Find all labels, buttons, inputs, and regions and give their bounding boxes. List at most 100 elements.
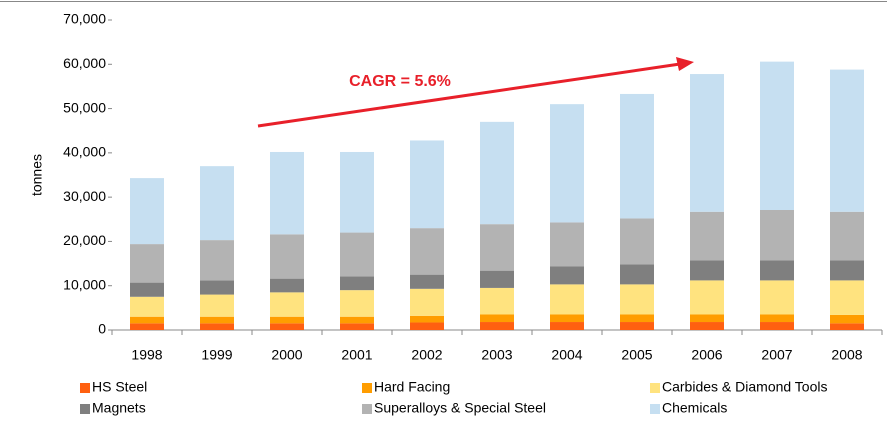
legend-label: Superalloys & Special Steel [374,400,546,416]
bar-segment [270,292,304,317]
bar-segment [410,140,444,229]
legend-swatch [362,404,372,414]
bar-segment [340,290,374,317]
legend-label: Magnets [92,400,146,416]
bar-segment [270,316,304,324]
x-tick-label: 2002 [411,347,442,363]
bar-segment [200,294,234,317]
bar-segment [690,280,724,315]
bar-segment [130,296,164,317]
bar-segment [760,209,794,261]
bar-segment [760,260,794,281]
bar-segment [200,323,234,330]
legend-swatch [650,383,660,393]
bar-segment [550,322,584,330]
bar-segment [830,323,864,330]
bar-segment [340,151,374,233]
x-tick-label: 2006 [691,347,722,363]
bar-segment [760,314,794,323]
bar-segment [690,314,724,323]
bar-segment [340,323,374,330]
bar-segment [130,244,164,283]
bar-segment [340,316,374,324]
y-axis-label: tonnes [29,154,45,196]
bar-segment [480,121,514,225]
legend-swatch [80,383,90,393]
cagr-annotation: CAGR = 5.6% [349,73,451,90]
bar-segment [690,74,724,212]
bar-segment [410,274,444,289]
bar-segment [480,314,514,323]
bar-segment [620,264,654,285]
bar-segment [690,322,724,330]
bar-segment [550,284,584,315]
bar-segment [130,316,164,324]
bar-segment [830,260,864,281]
x-tick-label: 2008 [831,347,862,363]
y-tick-label: 50,000 [63,99,106,115]
bar-segment [270,278,304,293]
legend-label: Hard Facing [374,379,450,395]
bar-segment [620,93,654,219]
y-tick-label: 20,000 [63,232,106,248]
bar-segment [550,222,584,267]
legend-label: HS Steel [92,379,147,395]
bar-segment [620,218,654,265]
x-tick-label: 2004 [551,347,582,363]
cagr-arrowhead [676,57,694,71]
legend-label: Carbides & Diamond Tools [662,379,828,395]
bar-segment [410,322,444,330]
bar-segment [130,282,164,297]
bar-segment [340,232,374,277]
bar-segment [830,280,864,315]
bar-segment [480,322,514,330]
bar-segment [270,151,304,235]
bar-segment [830,69,864,212]
bar-segment [410,315,444,323]
bar-segment [200,166,234,241]
legend-label: Chemicals [662,400,727,416]
x-tick-label: 2003 [481,347,512,363]
bar-segment [620,322,654,330]
bar-segment [270,323,304,330]
x-tick-label: 2000 [271,347,302,363]
bar-segment [340,276,374,291]
bar-segment [480,287,514,315]
x-tick-label: 2005 [621,347,652,363]
legend-swatch [362,383,372,393]
y-tick-label: 60,000 [63,55,106,71]
bar-segment [200,316,234,324]
x-tick-label: 2001 [341,347,372,363]
bar-segment [690,211,724,261]
x-tick-label: 1998 [131,347,162,363]
x-tick-label: 1999 [201,347,232,363]
bar-segment [480,270,514,288]
bar-segment [270,234,304,279]
bar-segment [550,266,584,285]
cagr-arrow [257,62,681,128]
bar-segment [200,280,234,295]
bar-segment [830,211,864,261]
bar-segment [550,104,584,223]
bar-segment [200,240,234,281]
bar-segment [690,260,724,281]
bar-segment [760,280,794,315]
bar-segment [760,61,794,210]
bar-segment [480,224,514,271]
y-tick-label: 10,000 [63,276,106,292]
y-tick-label: 0 [98,321,106,337]
bar-segment [620,284,654,315]
bar-segment [410,288,444,316]
y-tick-label: 30,000 [63,188,106,204]
x-tick-label: 2007 [761,347,792,363]
bar-segment [830,314,864,324]
bar-segment [550,314,584,323]
bar-segment [130,178,164,245]
bar-segment [410,228,444,275]
y-tick-label: 40,000 [63,144,106,160]
bar-segment [760,322,794,330]
legend-swatch [80,404,90,414]
y-tick-label: 70,000 [63,11,106,27]
bar-segment [130,323,164,330]
